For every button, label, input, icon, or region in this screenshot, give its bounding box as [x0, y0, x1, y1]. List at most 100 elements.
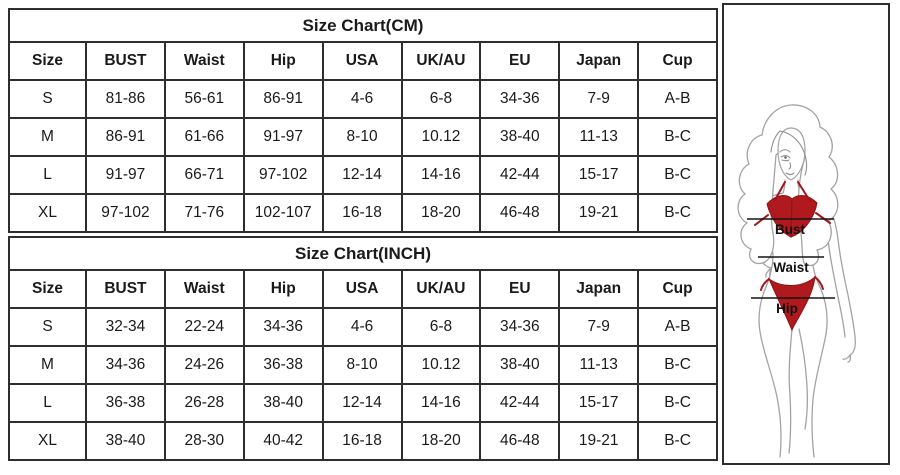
table-cell: B-C — [637, 155, 718, 195]
table-row: M 34-36 24-26 36-38 8-10 10.12 38-40 11-13 B-C — [8, 345, 718, 385]
column-header: Cup — [637, 41, 718, 81]
table-cell: 86-91 — [242, 79, 324, 119]
table-cell: 8-10 — [321, 117, 403, 157]
table-title: Size Chart(CM) — [8, 8, 718, 43]
table-cell: 46-48 — [479, 193, 561, 233]
column-header: Waist — [163, 269, 245, 309]
table-cell: 10.12 — [400, 117, 482, 157]
table-cell: 38-40 — [479, 117, 561, 157]
table-cell: 34-36 — [479, 79, 561, 119]
table-title-row: Size Chart(CM) — [8, 8, 718, 43]
table-cell: 14-16 — [400, 383, 482, 423]
column-header: UK/AU — [400, 41, 482, 81]
table-cell: 24-26 — [163, 345, 245, 385]
table-cell: 36-38 — [85, 383, 166, 423]
table-cell: 15-17 — [558, 155, 640, 195]
table-cell: 34-36 — [242, 307, 324, 347]
table-cell: 6-8 — [400, 307, 482, 347]
table-cell: 86-91 — [85, 117, 166, 157]
table-cell: 91-97 — [242, 117, 324, 157]
eye-pupil — [784, 156, 787, 159]
table-cell: 38-40 — [479, 345, 561, 385]
table-cell: 97-102 — [242, 155, 324, 195]
table-cell: 91-97 — [85, 155, 166, 195]
table-row: XL 38-40 28-30 40-42 16-18 18-20 46-48 19-21 B-C — [8, 421, 718, 461]
table-cell: 15-17 — [558, 383, 640, 423]
bikini-top — [754, 181, 831, 238]
size-table-inch: Size Chart(INCH) Size BUST Waist Hip USA UK/AU… — [8, 236, 718, 461]
table-cell: 36-38 — [242, 345, 324, 385]
size-charts-area: Size Chart(CM) Size BUST Waist Hip USA UK/AU EU… — [8, 8, 718, 464]
bust-label: Bust — [775, 222, 806, 237]
table-row: L 91-97 66-71 97-102 12-14 14-16 42-44 15-17 B-C — [8, 155, 718, 195]
table-cell: 8-10 — [321, 345, 403, 385]
table-cell: 12-14 — [321, 383, 403, 423]
face — [770, 127, 808, 181]
column-header: BUST — [85, 269, 166, 309]
table-cell: 97-102 — [85, 193, 166, 233]
column-header: USA — [321, 269, 403, 309]
table-cell: 16-18 — [321, 193, 403, 233]
measurement-lines — [747, 218, 835, 299]
table-cell: A-B — [637, 307, 718, 347]
column-header: Japan — [558, 41, 640, 81]
table-cell: 40-42 — [242, 421, 324, 461]
table-cell: S — [8, 307, 87, 347]
table-title-row: Size Chart(INCH) — [8, 236, 718, 271]
table-cell: 18-20 — [400, 193, 482, 233]
table-cell: 10.12 — [400, 345, 482, 385]
table-cell: L — [8, 155, 87, 195]
table-cell: 71-76 — [163, 193, 245, 233]
table-cell: 28-30 — [163, 421, 245, 461]
column-header: Size — [8, 269, 87, 309]
table-cell: B-C — [637, 345, 718, 385]
column-header: UK/AU — [400, 269, 482, 309]
table-cell: M — [8, 345, 87, 385]
table-cell: 19-21 — [558, 193, 640, 233]
table-cell: S — [8, 79, 87, 119]
table-header-row: Size BUST Waist Hip USA UK/AU EU Japan Cup — [8, 269, 718, 309]
table-row: L 36-38 26-28 38-40 12-14 14-16 42-44 15-17 B-C — [8, 383, 718, 423]
table-cell: 42-44 — [479, 155, 561, 195]
bikini-bottom — [760, 275, 824, 332]
table-row: M 86-91 61-66 91-97 8-10 10.12 38-40 11-13 B-C — [8, 117, 718, 157]
table-cell: 4-6 — [321, 79, 403, 119]
table-cell: 6-8 — [400, 79, 482, 119]
table-cell: 11-13 — [558, 345, 640, 385]
table-cell: B-C — [637, 117, 718, 157]
table-cell: 61-66 — [163, 117, 245, 157]
table-cell: 26-28 — [163, 383, 245, 423]
table-row: XL 97-102 71-76 102-107 16-18 18-20 46-48 19-21… — [8, 193, 718, 233]
table-cell: 7-9 — [558, 79, 640, 119]
table-cell: XL — [8, 193, 87, 233]
waist-label: Waist — [773, 260, 809, 275]
table-cell: M — [8, 117, 87, 157]
table-cell: B-C — [637, 421, 718, 461]
table-cell: 4-6 — [321, 307, 403, 347]
table-cell: B-C — [637, 383, 718, 423]
table-cell: 42-44 — [479, 383, 561, 423]
table-cell: 34-36 — [85, 345, 166, 385]
table-cell: 12-14 — [321, 155, 403, 195]
table-cell: 19-21 — [558, 421, 640, 461]
table-cell: 46-48 — [479, 421, 561, 461]
table-cell: 38-40 — [85, 421, 166, 461]
table-cell: 81-86 — [85, 79, 166, 119]
table-cell: 66-71 — [163, 155, 245, 195]
table-cell: 14-16 — [400, 155, 482, 195]
column-header: Hip — [242, 269, 324, 309]
table-cell: 34-36 — [479, 307, 561, 347]
hip-label: Hip — [776, 301, 798, 316]
table-row: S 81-86 56-61 86-91 4-6 6-8 34-36 7-9 A-B — [8, 79, 718, 119]
table-cell: XL — [8, 421, 87, 461]
column-header: Japan — [558, 269, 640, 309]
table-cell: 16-18 — [321, 421, 403, 461]
table-cell: 22-24 — [163, 307, 245, 347]
table-cell: 11-13 — [558, 117, 640, 157]
table-cell: 18-20 — [400, 421, 482, 461]
table-header-row: Size BUST Waist Hip USA UK/AU EU Japan Cup — [8, 41, 718, 81]
table-cell: 32-34 — [85, 307, 166, 347]
table-cell: 56-61 — [163, 79, 245, 119]
table-title: Size Chart(INCH) — [8, 236, 718, 271]
column-header: Size — [8, 41, 87, 81]
